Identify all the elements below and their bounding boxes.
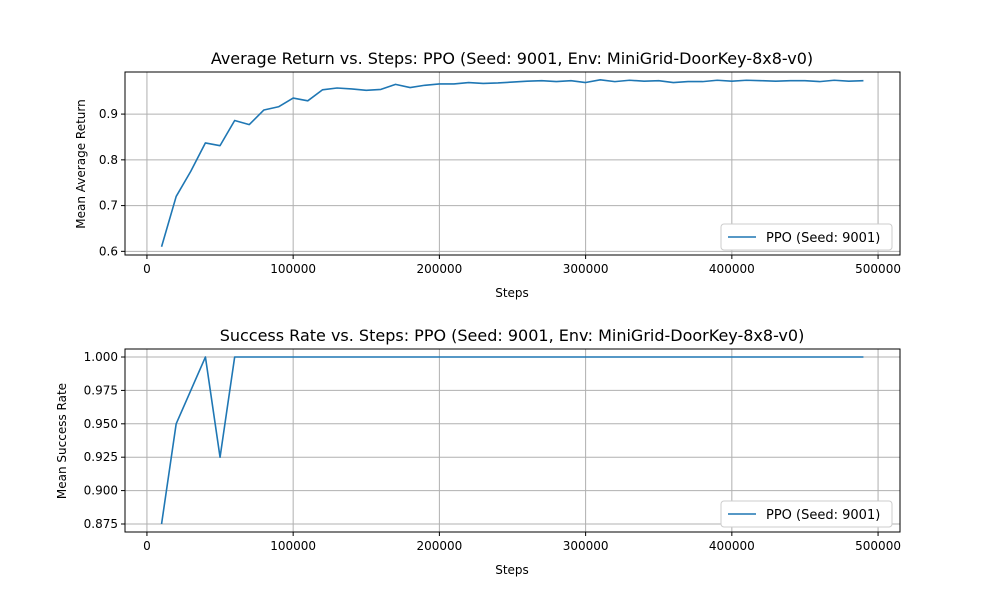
x-tick-label: 0: [143, 539, 151, 553]
legend-box: [720, 500, 893, 528]
chart-title: Success Rate vs. Steps: PPO (Seed: 9001,…: [220, 326, 805, 345]
x-tick-label: 100000: [270, 539, 316, 553]
y-tick-label: 0.900: [84, 484, 118, 498]
x-tick-label: 200000: [416, 262, 462, 276]
y-tick-label: 0.875: [84, 517, 118, 531]
y-tick-label: 0.7: [99, 199, 118, 213]
plot-frame: [124, 348, 901, 533]
series-line-ppo: [160, 78, 864, 247]
plot-frame: [124, 71, 901, 256]
x-tick-label: 400000: [709, 539, 755, 553]
legend-label: PPO (Seed: 9001): [766, 508, 880, 523]
x-axis-label: Steps: [495, 563, 529, 577]
legend-box: [720, 223, 893, 251]
chart-average-return: Average Return vs. Steps: PPO (Seed: 900…: [74, 49, 901, 300]
chart-success-rate: Success Rate vs. Steps: PPO (Seed: 9001,…: [55, 326, 901, 577]
y-tick-label: 1.000: [84, 350, 118, 364]
y-tick-label: 0.9: [99, 107, 118, 121]
y-tick-label: 0.8: [99, 153, 118, 167]
x-tick-label: 300000: [563, 539, 609, 553]
x-tick-label: 100000: [270, 262, 316, 276]
legend: PPO (Seed: 9001): [720, 223, 893, 251]
y-axis-label: Mean Success Rate: [55, 383, 69, 499]
y-ticks: 0.875 0.900 0.925 0.950 0.975 1.000: [84, 350, 125, 531]
x-tick-label: 200000: [416, 539, 462, 553]
x-tick-label: 0: [143, 262, 151, 276]
x-ticks: 0 100000 200000 300000 400000 500000: [143, 532, 901, 553]
grid: [125, 72, 900, 255]
y-tick-label: 0.925: [84, 450, 118, 464]
y-tick-label: 0.950: [84, 417, 118, 431]
series-line-ppo: [160, 356, 864, 525]
y-tick-label: 0.6: [99, 244, 118, 258]
x-tick-label: 500000: [855, 539, 901, 553]
legend: PPO (Seed: 9001): [720, 500, 893, 528]
x-tick-label: 500000: [855, 262, 901, 276]
y-ticks: 0.6 0.7 0.8 0.9: [99, 107, 125, 258]
x-tick-label: 400000: [709, 262, 755, 276]
x-axis-label: Steps: [495, 286, 529, 300]
y-tick-label: 0.975: [84, 383, 118, 397]
legend-label: PPO (Seed: 9001): [766, 231, 880, 246]
y-axis-label: Mean Average Return: [74, 99, 88, 228]
chart-title: Average Return vs. Steps: PPO (Seed: 900…: [211, 49, 813, 68]
x-tick-label: 300000: [563, 262, 609, 276]
x-ticks: 0 100000 200000 300000 400000 500000: [143, 255, 901, 276]
